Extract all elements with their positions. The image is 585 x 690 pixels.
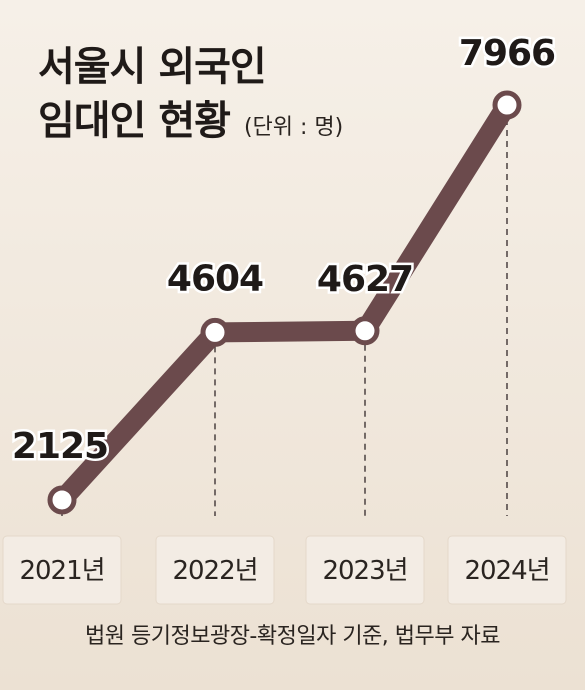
chart-title: 서울시 외국인 임대인 현황 (단위 : 명) <box>38 40 343 155</box>
data-point-2021년 <box>47 485 77 515</box>
title-line-2: 임대인 현황 (단위 : 명) <box>38 94 343 155</box>
category-box-2021년 <box>2 535 122 605</box>
category-box-2022년 <box>155 535 275 605</box>
title-line-2-text: 임대인 현황 <box>38 98 231 144</box>
unit-label: (단위 : 명) <box>243 115 344 140</box>
data-point-2024년 <box>492 90 522 120</box>
data-label-2023년: 4627 <box>317 259 413 300</box>
x-tick-label-2024년: 2024년 <box>464 556 549 586</box>
title-line-1: 서울시 외국인 <box>38 44 267 90</box>
category-box-2024년 <box>447 535 567 605</box>
x-tick-label-2021년: 2021년 <box>19 556 104 586</box>
x-tick-label-2023년: 2023년 <box>322 556 407 586</box>
category-box-2023년 <box>305 535 425 605</box>
data-point-2023년 <box>350 316 380 346</box>
source-note: 법원 등기정보광장-확정일자 기준, 법무부 자료 <box>85 624 500 649</box>
x-tick-label-2022년: 2022년 <box>172 556 257 586</box>
data-point-2022년 <box>200 317 230 347</box>
series-line <box>52 95 517 510</box>
data-label-2022년: 4604 <box>167 258 263 299</box>
data-label-2024년: 7966 <box>459 33 555 74</box>
data-label-2021년: 2125 <box>12 426 108 467</box>
